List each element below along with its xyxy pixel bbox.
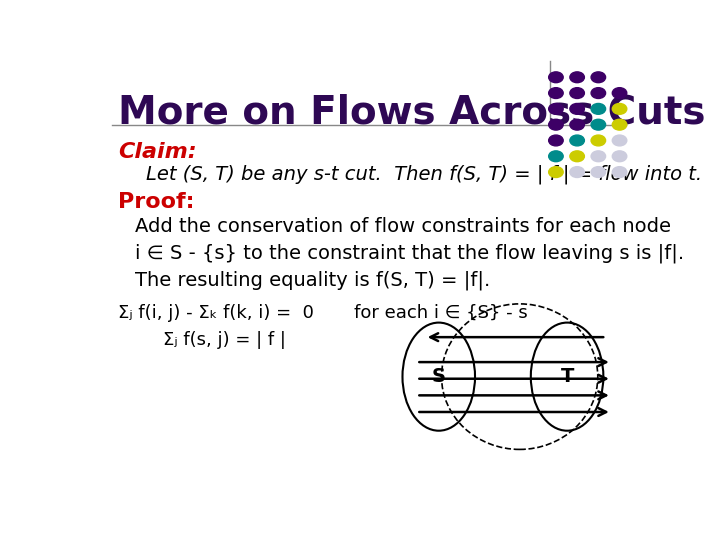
Circle shape [570, 119, 585, 130]
Circle shape [570, 167, 585, 178]
Text: Claim:: Claim: [118, 141, 197, 161]
Circle shape [612, 104, 627, 114]
Circle shape [549, 72, 563, 83]
Circle shape [612, 119, 627, 130]
Circle shape [549, 151, 563, 161]
Text: Let (S, T) be any s-t cut.  Then f(S, T) = | f | = flow into t.: Let (S, T) be any s-t cut. Then f(S, T) … [145, 165, 702, 184]
Text: Proof:: Proof: [118, 192, 194, 212]
Text: i ∈ S - {s} to the constraint that the flow leaving s is |f|.: i ∈ S - {s} to the constraint that the f… [135, 244, 684, 263]
Circle shape [612, 151, 627, 161]
Circle shape [570, 72, 585, 83]
Circle shape [549, 87, 563, 98]
Text: The resulting equality is f(S, T) = |f|.: The resulting equality is f(S, T) = |f|. [135, 271, 490, 290]
Text: S: S [432, 367, 446, 386]
Circle shape [591, 72, 606, 83]
Circle shape [591, 104, 606, 114]
Circle shape [549, 167, 563, 178]
Circle shape [570, 135, 585, 146]
Circle shape [570, 151, 585, 161]
Circle shape [591, 119, 606, 130]
Circle shape [612, 167, 627, 178]
Circle shape [549, 104, 563, 114]
Circle shape [612, 87, 627, 98]
Circle shape [570, 87, 585, 98]
Text: T: T [560, 367, 574, 386]
Text: Σⱼ f(i, j) - Σₖ f(k, i) =  0       for each i ∈ {S} - s: Σⱼ f(i, j) - Σₖ f(k, i) = 0 for each i ∈… [118, 304, 528, 322]
Circle shape [591, 167, 606, 178]
Circle shape [549, 119, 563, 130]
Text: Add the conservation of flow constraints for each node: Add the conservation of flow constraints… [135, 217, 670, 235]
Circle shape [591, 87, 606, 98]
Text: Σⱼ f(s, j) = | f |: Σⱼ f(s, j) = | f | [163, 331, 285, 349]
Text: More on Flows Across Cuts: More on Flows Across Cuts [118, 94, 706, 132]
Circle shape [549, 135, 563, 146]
Circle shape [612, 135, 627, 146]
Circle shape [591, 135, 606, 146]
Circle shape [570, 104, 585, 114]
Circle shape [591, 151, 606, 161]
